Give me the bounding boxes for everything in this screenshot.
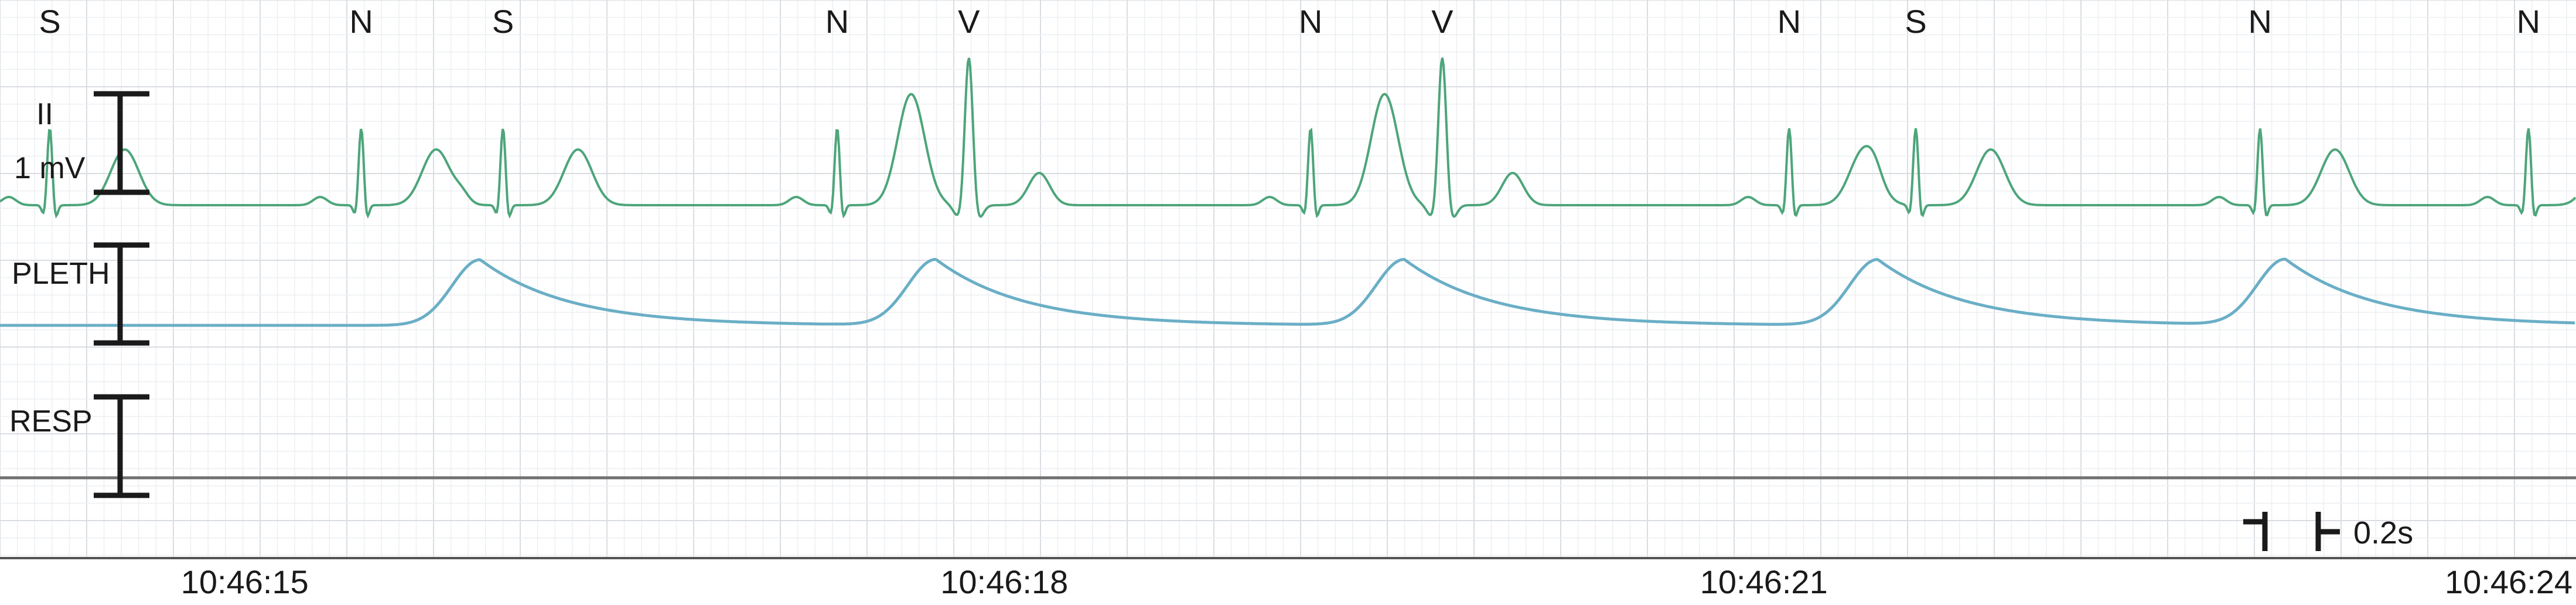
beat-label-s: S bbox=[1905, 3, 1926, 40]
resp-scale-bar bbox=[94, 394, 149, 498]
waveform-traces bbox=[0, 57, 2576, 480]
time-scale-bar-start bbox=[2243, 512, 2268, 551]
time-scale-label: 0.2s bbox=[2353, 515, 2413, 550]
beat-label-v: V bbox=[1431, 3, 1454, 40]
time-axis: 10:46:15 10:46:18 10:46:21 10:46:24 bbox=[181, 563, 2572, 600]
time-scale-bar-end bbox=[2315, 512, 2340, 551]
channel-scale-label-ii: 1 mV bbox=[14, 151, 86, 185]
ecg-scale-bar bbox=[94, 91, 149, 195]
beat-label-n: N bbox=[1777, 3, 1801, 40]
channel-label-pleth: PLETH bbox=[12, 257, 110, 291]
time-tick-label: 10:46:15 bbox=[181, 563, 309, 600]
beat-label-s: S bbox=[39, 3, 60, 40]
time-tick-label: 10:46:18 bbox=[940, 563, 1068, 600]
beat-label-n: N bbox=[2517, 3, 2540, 40]
beat-label-n: N bbox=[349, 3, 373, 40]
beat-label-n: N bbox=[2249, 3, 2272, 40]
channel-label-ii: II bbox=[36, 97, 53, 131]
time-tick-label: 10:46:21 bbox=[1700, 563, 1828, 600]
channel-label-resp: RESP bbox=[9, 405, 93, 439]
beat-label-n: N bbox=[1299, 3, 1322, 40]
pleth-trace bbox=[0, 257, 2575, 327]
scale-bars bbox=[94, 91, 2340, 551]
beat-label-v: V bbox=[958, 3, 980, 40]
beat-label-s: S bbox=[492, 3, 514, 40]
pleth-scale-bar bbox=[94, 242, 149, 346]
beat-label-n: N bbox=[825, 3, 849, 40]
time-tick-label: 10:46:24 bbox=[2445, 563, 2572, 600]
ecg-lead-ii-trace bbox=[0, 57, 2576, 219]
chart-grid bbox=[0, 0, 2576, 557]
